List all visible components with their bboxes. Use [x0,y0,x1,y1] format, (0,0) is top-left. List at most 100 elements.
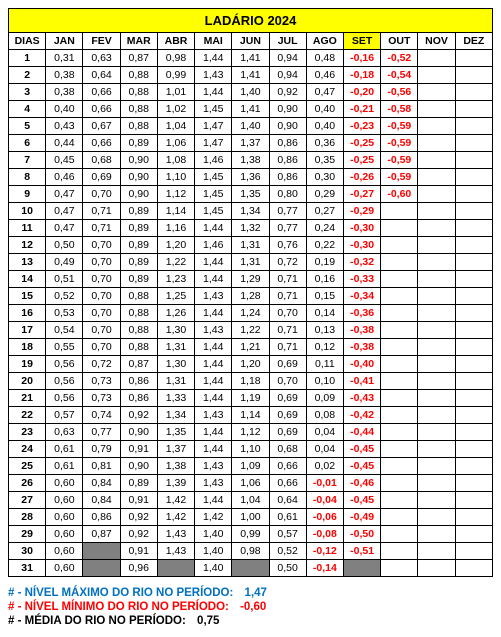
day-cell: 22 [9,407,46,424]
value-cell: 1,47 [195,135,232,152]
value-cell: -0,41 [343,373,380,390]
value-cell [381,203,418,220]
value-cell: 1,44 [195,373,232,390]
value-cell: 0,69 [269,356,306,373]
table-row: 120,500,700,891,201,461,310,760,22-0,30 [9,237,493,254]
day-cell: 28 [9,509,46,526]
value-cell: 0,15 [306,288,343,305]
value-cell: 0,89 [120,271,157,288]
avg-value: 0,75 [197,615,219,627]
value-cell: 0,81 [83,458,120,475]
col-header: DIAS [9,33,46,50]
value-cell: 1,31 [232,237,269,254]
value-cell: -0,58 [381,101,418,118]
value-cell [418,203,455,220]
value-cell: 1,41 [232,101,269,118]
value-cell: -0,51 [343,543,380,560]
col-header: JUL [269,33,306,50]
value-cell: 1,21 [232,339,269,356]
value-cell [418,271,455,288]
value-cell [455,356,492,373]
table-row: 240,610,790,911,371,441,100,680,04-0,45 [9,441,493,458]
value-cell: 0,40 [306,101,343,118]
value-cell: 0,66 [83,101,120,118]
table-row: 140,510,700,891,231,441,290,710,16-0,33 [9,271,493,288]
value-cell: 1,44 [195,220,232,237]
value-cell: 1,23 [157,271,194,288]
value-cell: 0,91 [120,441,157,458]
value-cell: 0,10 [306,373,343,390]
day-cell: 10 [9,203,46,220]
value-cell: 0,71 [269,339,306,356]
value-cell: 1,44 [195,339,232,356]
table-row: 210,560,730,861,331,441,190,690,09-0,43 [9,390,493,407]
value-cell [381,237,418,254]
table-row: 60,440,660,891,061,471,370,860,36-0,25-0… [9,135,493,152]
table-title: LADÁRIO 2024 [8,8,493,32]
value-cell: -0,23 [343,118,380,135]
day-cell: 13 [9,254,46,271]
value-cell: 0,46 [306,67,343,84]
value-cell: 0,96 [120,560,157,577]
value-cell: 1,31 [232,254,269,271]
value-cell: 0,46 [46,169,83,186]
value-cell: 1,38 [232,152,269,169]
value-cell: -0,60 [381,186,418,203]
value-cell: -0,50 [343,526,380,543]
value-cell: 0,47 [46,186,83,203]
col-header: JAN [46,33,83,50]
value-cell: 0,91 [120,492,157,509]
value-cell [381,458,418,475]
value-cell [381,424,418,441]
value-cell: 1,20 [157,237,194,254]
value-cell: 0,89 [120,475,157,492]
table-row: 80,460,690,901,101,451,360,860,30-0,26-0… [9,169,493,186]
col-header: JUN [232,33,269,50]
value-cell: 0,90 [269,118,306,135]
value-cell [381,509,418,526]
value-cell [455,543,492,560]
value-cell: -0,56 [381,84,418,101]
value-cell: 0,14 [306,305,343,322]
value-cell [418,560,455,577]
day-cell: 3 [9,84,46,101]
table-row: 190,560,720,871,301,441,200,690,11-0,40 [9,356,493,373]
value-cell: 0,60 [46,560,83,577]
value-cell: 1,42 [195,509,232,526]
value-cell [381,475,418,492]
table-row: 160,530,700,881,261,441,240,700,14-0,36 [9,305,493,322]
value-cell: 0,69 [269,407,306,424]
value-cell: 0,87 [120,50,157,67]
value-cell: 1,06 [157,135,194,152]
table-row: 220,570,740,921,341,431,140,690,08-0,42 [9,407,493,424]
value-cell: -0,20 [343,84,380,101]
value-cell [381,305,418,322]
value-cell: 0,04 [306,441,343,458]
value-cell: 0,90 [120,458,157,475]
day-cell: 23 [9,424,46,441]
value-cell: 0,71 [83,203,120,220]
value-cell: 1,43 [195,322,232,339]
value-cell: 1,35 [157,424,194,441]
value-cell: 1,33 [157,390,194,407]
value-cell: -0,38 [343,339,380,356]
col-header: NOV [418,33,455,50]
value-cell: 0,68 [269,441,306,458]
value-cell: 0,88 [120,288,157,305]
value-cell: 0,55 [46,339,83,356]
value-cell: 1,43 [195,67,232,84]
value-cell: 0,90 [120,424,157,441]
value-cell [381,492,418,509]
value-cell [418,475,455,492]
value-cell: 1,42 [157,492,194,509]
value-cell: 0,71 [269,271,306,288]
value-cell: -0,45 [343,458,380,475]
value-cell: 1,34 [157,407,194,424]
value-cell: 0,04 [306,424,343,441]
value-cell [455,152,492,169]
value-cell [381,373,418,390]
value-cell: 1,32 [232,220,269,237]
day-cell: 15 [9,288,46,305]
value-cell: 0,56 [46,356,83,373]
max-label: # - NÍVEL MÁXIMO DO RIO NO PERÍODO: [8,587,233,599]
